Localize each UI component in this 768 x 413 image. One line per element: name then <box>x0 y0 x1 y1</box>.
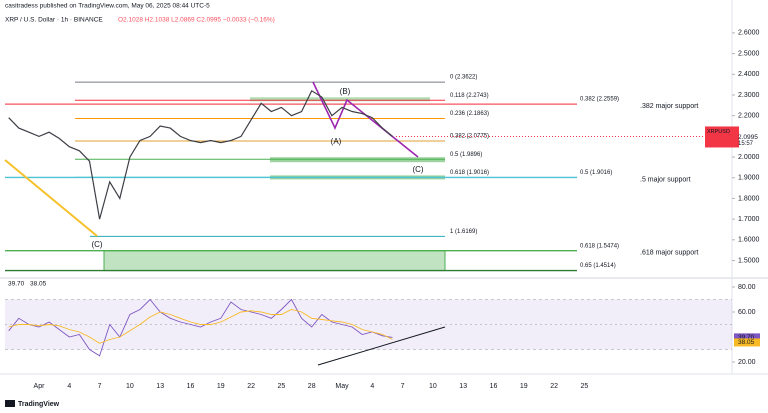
x-tick-label: 7 <box>401 383 405 390</box>
y-tick-label: 1.5000 <box>738 257 760 264</box>
price-tag-time: 15:57 <box>738 141 754 147</box>
y-tick-label: 1.8000 <box>738 195 760 202</box>
zone <box>250 97 430 102</box>
rsi-tag-label: 39.70 <box>738 334 755 341</box>
x-tick-label: 22 <box>550 383 558 390</box>
x-tick-label: 10 <box>429 383 437 390</box>
logo-mark <box>5 400 15 407</box>
x-tick-label: 22 <box>247 383 255 390</box>
y-tick-label: 1.7000 <box>738 216 760 223</box>
wave-label: (C) <box>412 165 423 174</box>
fib-label: 0.618 (1.9016) <box>450 170 489 176</box>
annotation: .5 major support <box>640 176 691 183</box>
y-tick-label: 2.5000 <box>738 50 760 57</box>
price-tag-label: 2.0995 <box>738 134 758 141</box>
fib-label: 0 (2.3622) <box>450 75 477 81</box>
y-tick-label: 2.3000 <box>738 92 760 99</box>
publisher: casitradess published on TradingView.com… <box>5 3 210 10</box>
annotation: .382 major support <box>640 103 698 110</box>
fib-label: 0.618 (1.5474) <box>580 243 619 249</box>
x-tick-label: 7 <box>98 383 102 390</box>
x-tick-label: 16 <box>490 383 498 390</box>
x-tick-label: 16 <box>187 383 195 390</box>
logo: TradingView <box>18 401 60 408</box>
symbol: XRP / U.S. Dollar · 1h · BINANCE <box>5 17 103 24</box>
ohlc: O2.1028 H2.1038 L2.0869 C2.0995 −0.0033 … <box>118 17 275 24</box>
wave-label: (B) <box>340 87 351 96</box>
x-tick-label: 4 <box>67 383 71 390</box>
x-tick-label: 19 <box>520 383 528 390</box>
fib-label: 0.5 (1.9896) <box>450 152 482 158</box>
trend-line <box>317 326 446 366</box>
fib-label: 0.236 (2.1863) <box>450 111 489 117</box>
fib-label: 0.382 (2.0775) <box>450 134 489 140</box>
rsi-tag <box>734 338 760 347</box>
x-tick-label: May <box>335 383 349 390</box>
series-line <box>8 298 393 357</box>
rsi-tag-label: 38.05 <box>738 339 755 346</box>
x-tick-label: 19 <box>217 383 225 390</box>
fib-label: 0.65 (1.4514) <box>580 263 616 269</box>
y-tick-label: 2.6000 <box>738 30 760 37</box>
fib-label: 0.118 (2.2743) <box>450 93 489 99</box>
wave-label: (A) <box>331 137 342 146</box>
x-tick-label: 25 <box>581 383 589 390</box>
price-tag-name: XRPUSD <box>707 129 730 135</box>
x-tick-label: 13 <box>156 383 164 390</box>
y-tick-label: 60.00 <box>738 309 756 316</box>
rsi-tag <box>734 333 760 342</box>
x-tick-label: Apr <box>34 383 46 390</box>
rsi-band <box>5 299 732 350</box>
fib-label: 1 (1.6169) <box>450 229 477 235</box>
series-line <box>8 89 393 220</box>
rsi-legend-value: 38.05 <box>30 281 47 288</box>
y-tick-label: 2.2000 <box>738 113 760 120</box>
price-tag <box>705 126 739 148</box>
wave-label: (C) <box>91 240 102 249</box>
y-tick-label: 20.00 <box>738 359 756 366</box>
y-tick-label: 1.9000 <box>738 175 760 182</box>
x-tick-label: 25 <box>278 383 286 390</box>
y-tick-label: 2.4000 <box>738 71 760 78</box>
annotation: .618 major support <box>640 250 698 257</box>
y-tick-label: 2.0000 <box>738 154 760 161</box>
x-tick-label: 10 <box>126 383 134 390</box>
x-tick-label: 13 <box>459 383 467 390</box>
zone <box>103 250 446 272</box>
fib-label: 0.5 (1.9016) <box>580 170 612 176</box>
y-tick-label: 80.00 <box>738 284 756 291</box>
rsi-legend-value: 39.70 <box>8 281 25 288</box>
wave-line <box>4 159 98 237</box>
fib-label: 0.382 (2.2559) <box>580 97 619 103</box>
y-tick-label: 1.6000 <box>738 237 760 244</box>
series-line <box>8 309 393 344</box>
x-tick-label: 28 <box>308 383 316 390</box>
x-tick-label: 4 <box>370 383 374 390</box>
